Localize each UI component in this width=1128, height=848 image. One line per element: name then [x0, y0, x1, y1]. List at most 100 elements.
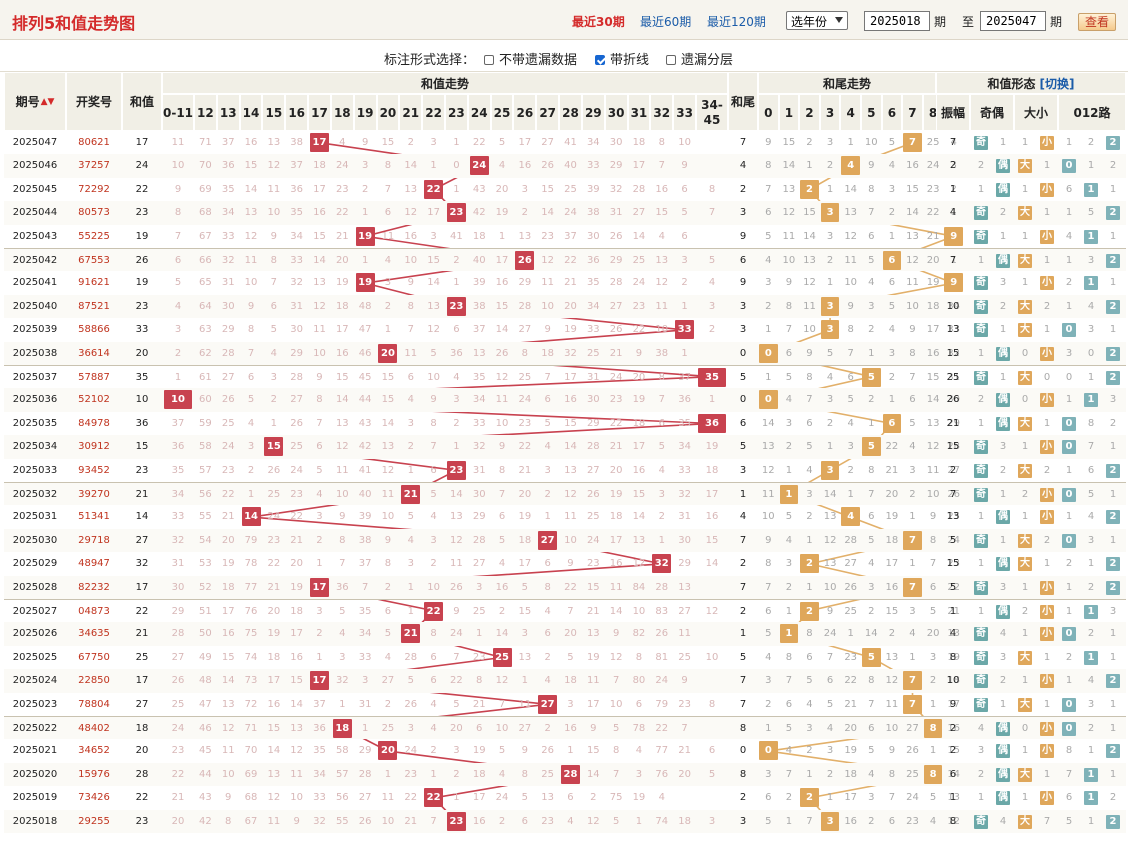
sum-miss-cell: 17	[632, 441, 646, 453]
tail-miss-cell: 27	[906, 723, 919, 734]
tail-miss-cell: 13	[844, 207, 858, 219]
option-polyline[interactable]: 带折线	[595, 49, 649, 68]
sort-icon[interactable]: ▲▼	[40, 96, 55, 107]
sum-miss-cell: 10	[564, 534, 577, 546]
sum-miss-cell: 5	[567, 651, 574, 663]
small-badge-miss: 1	[1043, 324, 1051, 336]
sum-miss-cell: 11	[541, 277, 555, 289]
tail-miss-cell: 4	[826, 723, 834, 734]
sum-miss-cell: 4	[544, 675, 551, 687]
sum-miss-cell: 3	[407, 417, 414, 429]
period-cell: 2025021	[12, 745, 58, 757]
big-badge-miss: 1	[1021, 183, 1029, 195]
sum-miss-cell: 2	[544, 489, 551, 500]
tail-miss-cell: 13	[823, 511, 837, 523]
sum-miss-cell: 8	[544, 581, 551, 593]
sum-miss-cell: 2	[384, 581, 392, 593]
sum-miss-cell: 34	[221, 207, 235, 219]
sum-miss-cell: 34	[358, 628, 372, 640]
col-period[interactable]: 期号 ▲▼	[4, 72, 66, 131]
sum-miss-cell: 29	[171, 606, 185, 617]
tail-miss-cell: 6	[806, 651, 813, 663]
even-badge-miss: 1	[999, 137, 1007, 148]
option-no-miss[interactable]: 不带遗漏数据	[484, 49, 577, 68]
sum-miss-cell: 14	[632, 230, 646, 242]
road-badge-2-miss: 1	[1109, 651, 1117, 663]
sum-miss-cell: 55	[335, 815, 349, 827]
period-60-link[interactable]: 最近60期	[640, 15, 692, 29]
tail-miss-cell: 4	[909, 628, 916, 640]
checkbox-layered[interactable]	[666, 55, 676, 65]
checkbox-polyline[interactable]	[595, 55, 605, 65]
sum-hit-marker: 23	[446, 296, 466, 316]
period-cell: 2025035	[12, 417, 58, 429]
tail-miss-cell: 6	[765, 792, 772, 804]
query-button[interactable]: 查看	[1078, 13, 1116, 31]
sum-miss-cell: 18	[564, 675, 577, 687]
amplitude-cell: 10	[946, 300, 960, 312]
big-badge-miss: 1	[1021, 230, 1029, 242]
sum-miss-cell: 23	[518, 417, 532, 429]
tail-miss-cell: 6	[847, 372, 854, 383]
even-badge-miss: 2	[999, 207, 1007, 219]
sum-miss-cell: 34	[472, 394, 486, 406]
odd-badge-miss: 1	[977, 347, 985, 359]
sum-miss-cell: 25	[381, 723, 395, 734]
period-30-link[interactable]: 最近30期	[572, 15, 625, 29]
option-layered[interactable]: 遗漏分层	[666, 49, 733, 68]
year-select[interactable]: 选年份	[786, 11, 848, 30]
sum-miss-cell: 12	[221, 723, 235, 734]
tail-miss-cell: 11	[803, 300, 816, 312]
even-badge-miss: 2	[999, 464, 1007, 476]
tail-miss-cell: 8	[868, 183, 875, 195]
sum-miss-cell: 20	[495, 183, 509, 195]
sum-miss-cell: 9	[430, 394, 437, 406]
sum-miss-cell: 5	[658, 441, 665, 453]
tail-miss-cell: 4	[826, 372, 834, 383]
to-period-input[interactable]: 2025047	[980, 11, 1046, 31]
checkbox-no-miss[interactable]	[484, 55, 494, 65]
sum-miss-cell: 7	[247, 347, 255, 359]
sum-miss-cell: 25	[541, 768, 555, 780]
sum-miss-cell: 41	[450, 230, 463, 242]
from-period-input[interactable]: 2025018	[864, 11, 930, 31]
period-cell: 2025047	[12, 137, 58, 148]
table-row: 2025022 48402 18 24 46 12 71 15 13 36 18 1 25 3 4 20 6 10…	[4, 716, 1126, 740]
sum-miss-cell: 81	[655, 651, 669, 663]
sum-miss-cell: 10	[495, 417, 509, 429]
draw-number-cell: 34652	[78, 745, 110, 757]
tail-cell: 6	[739, 255, 747, 266]
sum-miss-cell: 7	[658, 160, 665, 172]
sum-miss-cell: 14	[313, 255, 326, 266]
sum-miss-cell: 23	[541, 815, 555, 827]
sum-miss-cell: 18	[472, 768, 486, 780]
sum-miss-cell: 20	[335, 255, 349, 266]
tail-miss-cell: 15	[782, 137, 796, 148]
sum-miss-cell: 15	[381, 394, 395, 406]
tail-miss-cell: 9	[826, 606, 834, 617]
sum-hit-marker: 19	[355, 273, 375, 293]
table-row: 2025046 37257 24 10 70 36 15 12 37 18 24 3 8 14 1 0 24 4 1…	[4, 154, 1126, 178]
sum-miss-cell: 3	[407, 558, 414, 570]
tail-miss-cell: 6	[909, 394, 916, 406]
sum-miss-cell: 18	[472, 230, 486, 242]
tail-miss-cell: 2	[847, 464, 854, 476]
tail-miss-cell: 5	[847, 394, 854, 406]
even-badge: 偶	[996, 510, 1010, 525]
period-120-link[interactable]: 最近120期	[707, 15, 766, 29]
sum-miss-cell: 70	[244, 745, 258, 757]
odd-badge: 奇	[974, 463, 988, 478]
sum-miss-cell: 1	[453, 183, 460, 195]
tail-miss-cell: 9	[909, 324, 916, 336]
sum-miss-cell: 26	[404, 698, 418, 710]
switch-link[interactable]: [切换]	[1039, 76, 1075, 91]
tail-miss-cell: 7	[888, 792, 896, 804]
small-badge: 小	[1040, 182, 1054, 197]
col-form: 和值形态 [切换]	[936, 72, 1126, 94]
sum-miss-cell: 3	[708, 300, 716, 312]
sum-hit-marker: 22	[424, 179, 444, 199]
period-cell: 2025030	[12, 534, 58, 546]
sum-miss-cell: 9	[544, 324, 551, 336]
sum-miss-cell: 10	[335, 489, 349, 500]
